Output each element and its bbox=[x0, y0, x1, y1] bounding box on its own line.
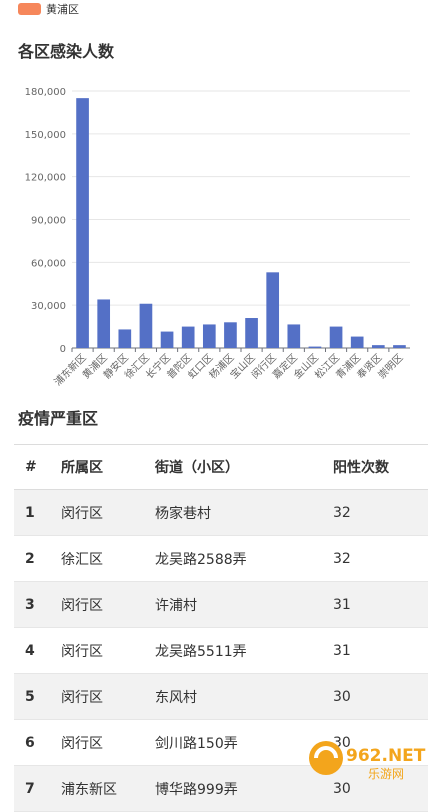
bar bbox=[76, 98, 89, 348]
row-positive-count: 31 bbox=[333, 642, 351, 659]
bar bbox=[224, 322, 237, 348]
table-row[interactable]: 5 闵行区 东风村 30 bbox=[14, 674, 428, 720]
infection-bar-chart: 0 30,000 60,000 90,000 120,000 150,000 180,000… bbox=[25, 87, 410, 388]
header-street: 街道（小区） bbox=[155, 460, 239, 476]
y-tick-label: 120,000 bbox=[25, 173, 66, 184]
y-tick-label: 90,000 bbox=[31, 216, 66, 227]
row-rank: 5 bbox=[25, 688, 35, 705]
row-district: 闵行区 bbox=[61, 689, 103, 706]
row-rank: 6 bbox=[25, 734, 35, 751]
row-rank: 1 bbox=[25, 504, 35, 521]
table-row[interactable]: 2 徐汇区 龙吴路2588弄 32 bbox=[14, 536, 428, 582]
row-rank: 2 bbox=[25, 550, 35, 567]
row-rank: 4 bbox=[25, 642, 35, 659]
bar bbox=[350, 336, 364, 348]
row-positive-count: 31 bbox=[333, 596, 351, 613]
table-row[interactable]: 6 闵行区 剑川路150弄 30 bbox=[14, 720, 428, 766]
row-street: 龙吴路2588弄 bbox=[155, 551, 247, 568]
bar bbox=[329, 326, 343, 348]
row-street: 许浦村 bbox=[155, 597, 197, 614]
row-district: 闵行区 bbox=[61, 597, 103, 614]
y-tick-label: 60,000 bbox=[31, 258, 66, 269]
row-district: 徐汇区 bbox=[61, 551, 103, 568]
row-rank: 7 bbox=[25, 780, 35, 797]
row-district: 闵行区 bbox=[61, 643, 103, 660]
bar bbox=[371, 345, 385, 348]
row-district: 闵行区 bbox=[61, 505, 103, 522]
header-rank: # bbox=[25, 459, 37, 475]
table-row[interactable]: 4 闵行区 龙吴路5511弄 31 bbox=[14, 628, 428, 674]
bar bbox=[393, 345, 406, 348]
chart-title: 各区感染人数 bbox=[18, 42, 115, 61]
bar bbox=[245, 318, 258, 348]
row-street: 东风村 bbox=[155, 689, 197, 706]
bar bbox=[97, 299, 111, 348]
row-street: 龙吴路5511弄 bbox=[155, 643, 247, 660]
bar bbox=[287, 324, 301, 348]
row-positive-count: 32 bbox=[333, 550, 351, 567]
bar bbox=[139, 303, 153, 348]
row-positive-count: 30 bbox=[333, 780, 351, 797]
bar bbox=[181, 326, 195, 348]
row-street: 杨家巷村 bbox=[155, 505, 211, 522]
header-district: 所属区 bbox=[61, 460, 103, 476]
row-street: 剑川路150弄 bbox=[155, 735, 238, 752]
table-title: 疫情严重区 bbox=[18, 409, 99, 428]
table-row[interactable]: 1 闵行区 杨家巷村 32 bbox=[14, 490, 428, 536]
row-positive-count: 32 bbox=[333, 504, 351, 521]
site-watermark-logo: 962.NET 乐游网 bbox=[309, 741, 426, 781]
y-tick-label: 150,000 bbox=[25, 130, 66, 141]
y-tick-label: 0 bbox=[60, 344, 66, 355]
x-tick-label: 浦东新区 bbox=[51, 351, 88, 388]
row-district: 闵行区 bbox=[61, 735, 103, 752]
y-tick-label: 180,000 bbox=[25, 87, 66, 98]
table-header: # 所属区 街道（小区） 阳性次数 bbox=[14, 444, 428, 490]
bar bbox=[202, 324, 216, 348]
row-district: 浦东新区 bbox=[61, 781, 117, 798]
watermark-subtext: 乐游网 bbox=[368, 767, 404, 781]
bar bbox=[308, 346, 322, 348]
legend-label: 黄浦区 bbox=[46, 3, 79, 16]
bar bbox=[118, 329, 132, 348]
y-tick-label: 30,000 bbox=[31, 301, 66, 312]
row-positive-count: 30 bbox=[333, 688, 351, 705]
table-row[interactable]: 3 闵行区 许浦村 31 bbox=[14, 582, 428, 628]
header-positive-count: 阳性次数 bbox=[333, 460, 389, 476]
watermark-text: 962.NET bbox=[346, 746, 426, 766]
bar bbox=[266, 272, 280, 348]
legend-swatch bbox=[18, 3, 41, 15]
bar bbox=[160, 331, 174, 348]
row-rank: 3 bbox=[25, 596, 35, 613]
chart-legend[interactable]: 黄浦区 bbox=[18, 1, 79, 17]
